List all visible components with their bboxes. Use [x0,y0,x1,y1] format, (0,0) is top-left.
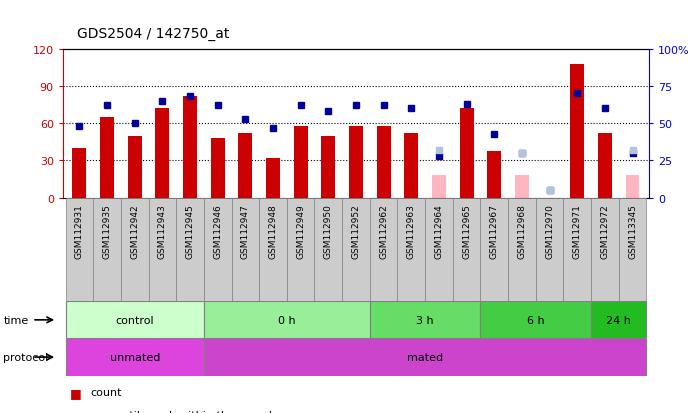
Bar [618,198,646,301]
Bar [94,198,121,301]
Text: GSM112931: GSM112931 [75,204,84,258]
Bar [259,198,287,301]
Bar [66,339,204,376]
Bar [370,198,397,301]
Bar [239,134,252,198]
Bar [294,126,308,198]
Bar [508,198,536,301]
Bar [480,301,591,339]
Text: 3 h: 3 h [416,315,434,325]
Bar [149,198,176,301]
Bar [204,301,370,339]
Text: GSM112967: GSM112967 [490,204,499,258]
Bar [156,109,170,198]
Bar [536,198,563,301]
Text: GSM112949: GSM112949 [296,204,305,258]
Bar [377,126,391,198]
Bar [66,301,204,339]
Text: GSM112935: GSM112935 [103,204,112,258]
Bar [487,151,501,198]
Text: mated: mated [407,352,443,362]
Bar [515,176,529,198]
Bar [432,176,446,198]
Bar [598,134,612,198]
Text: time: time [3,315,29,325]
Bar [460,109,473,198]
Text: ■: ■ [70,408,82,413]
Text: GSM112943: GSM112943 [158,204,167,258]
Text: control: control [115,315,154,325]
Bar [625,176,639,198]
Bar [480,198,508,301]
Bar [321,136,335,198]
Text: GSM113345: GSM113345 [628,204,637,258]
Bar [176,198,204,301]
Bar [287,198,315,301]
Bar [266,159,280,198]
Bar [100,118,114,198]
Text: GSM112948: GSM112948 [269,204,278,258]
Text: GSM112968: GSM112968 [517,204,526,258]
Text: GSM112962: GSM112962 [379,204,388,258]
Bar [183,97,197,198]
Bar [404,134,418,198]
Bar [591,198,618,301]
Text: GDS2504 / 142750_at: GDS2504 / 142750_at [77,27,229,41]
Text: GSM112947: GSM112947 [241,204,250,258]
Bar [315,198,342,301]
Bar [66,198,94,301]
Bar [342,198,370,301]
Text: GSM112965: GSM112965 [462,204,471,258]
Text: percentile rank within the sample: percentile rank within the sample [91,410,279,413]
Text: GSM112946: GSM112946 [213,204,222,258]
Text: GSM112963: GSM112963 [407,204,416,258]
Text: unmated: unmated [110,352,160,362]
Text: GSM112970: GSM112970 [545,204,554,258]
Text: GSM112952: GSM112952 [352,204,360,258]
Bar [211,139,225,198]
Text: 6 h: 6 h [527,315,544,325]
Bar [73,149,87,198]
Bar [397,198,425,301]
Bar [204,198,232,301]
Bar [370,301,480,339]
Text: 24 h: 24 h [607,315,631,325]
Text: 0 h: 0 h [278,315,296,325]
Bar [204,339,646,376]
Text: protocol: protocol [3,352,49,362]
Text: count: count [91,387,122,397]
Text: ■: ■ [70,386,82,399]
Bar [121,198,149,301]
Bar [128,136,142,198]
Text: GSM112942: GSM112942 [131,204,139,258]
Bar [563,198,591,301]
Bar [232,198,259,301]
Text: GSM112972: GSM112972 [600,204,609,258]
Bar [591,301,646,339]
Bar [349,126,363,198]
Bar [453,198,480,301]
Text: GSM112971: GSM112971 [573,204,581,258]
Text: GSM112964: GSM112964 [434,204,443,258]
Text: GSM112950: GSM112950 [324,204,333,258]
Bar [570,64,584,198]
Bar [425,198,453,301]
Text: GSM112945: GSM112945 [186,204,195,258]
